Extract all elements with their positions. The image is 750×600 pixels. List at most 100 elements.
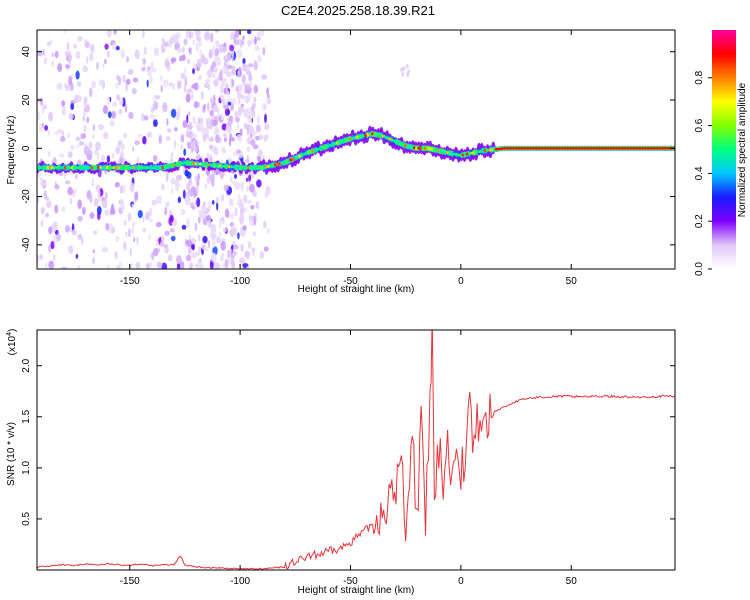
heatmap-cell [538, 147, 542, 150]
heatmap-cell [655, 147, 659, 150]
heatmap-cell [145, 211, 150, 220]
heatmap-cell [198, 117, 204, 125]
heatmap-cell [662, 147, 666, 150]
heatmap-cell [130, 166, 134, 170]
heatmap-cell [48, 151, 51, 157]
heatmap-cell [563, 147, 567, 150]
heatmap-cell [651, 147, 655, 150]
heatmap-cell [554, 147, 558, 150]
heatmap-cell [114, 251, 118, 259]
colorbar-label: Normalized spectral amplitude [737, 82, 748, 217]
heatmap-cell [230, 97, 237, 105]
heatmap-cell [207, 117, 211, 125]
heatmap-cell [204, 183, 207, 190]
heatmap-cell [165, 172, 169, 182]
heatmap-cell [48, 226, 53, 235]
heatmap-cell [83, 124, 87, 133]
heatmap-cell [191, 31, 194, 38]
heatmap-cell [37, 196, 40, 203]
heatmap-cell [50, 241, 55, 250]
heatmap-cell [146, 131, 152, 138]
heatmap-cell [228, 137, 232, 147]
heatmap-cell [547, 147, 551, 150]
heatmap-cell [167, 254, 173, 262]
heatmap-cell [525, 147, 529, 150]
heatmap-cell [81, 166, 85, 170]
heatmap-cell [59, 152, 65, 159]
heatmap-cell [213, 66, 218, 73]
heatmap-cell [229, 44, 235, 52]
heatmap-cell [88, 166, 92, 170]
heatmap-cell [73, 44, 78, 49]
heatmap-cell [194, 162, 198, 166]
heatmap-cell [582, 147, 587, 150]
heatmap-cell [40, 97, 44, 107]
heatmap-cell [82, 206, 86, 215]
heatmap-cell [184, 169, 189, 177]
heatmap-cell [117, 166, 121, 170]
heatmap-cell [161, 262, 168, 269]
heatmap-cell [37, 172, 42, 178]
heatmap-cell [635, 147, 640, 150]
heatmap-cell [197, 261, 203, 269]
heatmap-cell [204, 126, 209, 137]
heatmap-cell [180, 144, 183, 151]
heatmap-cell [110, 166, 114, 170]
heatmap-cell [77, 166, 81, 170]
y-tick-label: 1.5 [21, 409, 32, 423]
heatmap-cell [52, 221, 58, 230]
heatmap-cell [48, 166, 52, 170]
x-tick-label: -100 [230, 576, 250, 587]
heatmap-cell [86, 166, 90, 170]
heatmap-cell [188, 121, 193, 128]
heatmap-cell [141, 166, 145, 170]
heatmap-cell [244, 87, 247, 94]
heatmap-cell [255, 124, 261, 133]
heatmap-cell [149, 114, 155, 119]
heatmap-cell [556, 147, 560, 150]
heatmap-cell [67, 151, 73, 159]
heatmap-cell [88, 141, 93, 148]
heatmap-cell [146, 79, 149, 88]
heatmap-cell [237, 122, 240, 130]
heatmap-cell [402, 66, 406, 72]
heatmap-cell [224, 258, 229, 269]
heatmap-cell [257, 54, 262, 63]
heatmap-cell [423, 146, 428, 150]
heatmap-cell [147, 69, 152, 77]
heatmap-cell [207, 201, 212, 211]
heatmap-cell [180, 134, 185, 143]
heatmap-cell [507, 147, 511, 150]
heatmap-cell [215, 196, 220, 204]
heatmap-cell [54, 204, 59, 214]
heatmap-cell [220, 241, 226, 251]
heatmap-cell [47, 129, 51, 136]
heatmap-cell [194, 222, 198, 232]
heatmap-cell [203, 133, 210, 139]
heatmap-cell [42, 49, 45, 56]
heatmap-cell [585, 147, 589, 150]
heatmap-cell [89, 52, 94, 62]
heatmap-cell [97, 190, 101, 198]
heatmap-cell [237, 193, 240, 200]
heatmap-cell [98, 124, 104, 131]
heatmap-cell [131, 203, 134, 209]
y-tick-label: 1.0 [21, 460, 32, 474]
heatmap-cell [195, 41, 200, 52]
heatmap-cell [234, 110, 238, 118]
heatmap-cell [188, 111, 191, 116]
heatmap-cell [231, 224, 235, 233]
heatmap-cell [156, 195, 162, 205]
heatmap-cell [196, 251, 200, 256]
heatmap-cell [263, 246, 269, 252]
heatmap-cell [127, 228, 132, 238]
heatmap-cell [207, 102, 210, 112]
heatmap-cell [96, 61, 99, 70]
heatmap-cell [91, 134, 96, 140]
heatmap-cell [84, 104, 91, 113]
heatmap-cell [54, 184, 60, 190]
heatmap-cell [209, 153, 213, 159]
heatmap-cell [223, 54, 229, 62]
snr-xlabel: Height of straight line (km) [298, 585, 415, 596]
heatmap-cell [207, 84, 211, 91]
